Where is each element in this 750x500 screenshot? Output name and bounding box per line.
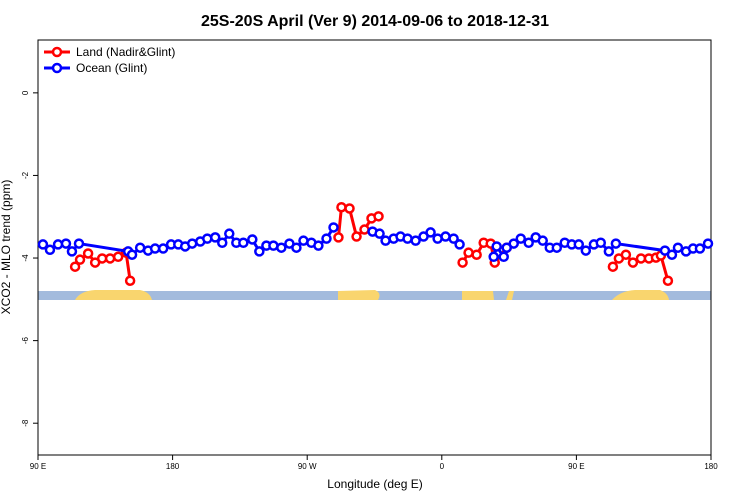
data-point xyxy=(336,201,347,213)
data-point xyxy=(44,244,56,256)
data-point xyxy=(238,237,249,249)
data-point xyxy=(662,275,674,286)
chart-title: 25S-20S April (Ver 9) 2014-09-06 to 2018… xyxy=(201,13,549,30)
y-tick-label: 0 xyxy=(21,90,30,95)
data-point xyxy=(425,227,436,238)
data-point xyxy=(66,246,78,257)
data-point xyxy=(595,237,607,249)
legend-label: Land (Nadir&Glint) xyxy=(76,45,175,59)
data-point xyxy=(374,228,385,239)
data-point xyxy=(471,249,482,260)
data-point xyxy=(291,242,302,253)
y-tick-label: -2 xyxy=(21,171,30,179)
data-point xyxy=(523,237,534,249)
data-point xyxy=(359,224,370,235)
legend-marker xyxy=(51,46,63,58)
data-point xyxy=(672,242,684,253)
data-point xyxy=(157,243,169,254)
data-point xyxy=(610,238,622,249)
data-point xyxy=(60,238,72,249)
data-point xyxy=(321,233,332,244)
data-point xyxy=(224,228,235,239)
x-tick-label: 180 xyxy=(704,462,718,471)
legend: Land (Nadir&Glint) Ocean (Glint) xyxy=(44,45,175,75)
data-point xyxy=(666,249,678,260)
data-point xyxy=(73,238,85,249)
legend-label: Ocean (Glint) xyxy=(76,61,147,75)
x-tick-label: 90 E xyxy=(30,462,46,471)
y-tick-label: -4 xyxy=(21,254,30,262)
data-point xyxy=(440,231,451,242)
data-point xyxy=(454,239,465,250)
data-point xyxy=(69,261,81,272)
x-tick-label: 90 W xyxy=(298,462,317,471)
data-point xyxy=(313,240,324,251)
data-point xyxy=(112,251,124,263)
data-point xyxy=(410,235,421,246)
data-point xyxy=(627,257,639,268)
data-point xyxy=(580,245,592,256)
data-point xyxy=(37,239,49,250)
legend-marker xyxy=(51,62,63,74)
data-point xyxy=(186,238,198,249)
data-point xyxy=(457,257,468,268)
y-axis-label: XCO2 - MLO trend (ppm) xyxy=(0,180,13,315)
data-point xyxy=(508,238,519,249)
data-point xyxy=(702,238,714,249)
data-point xyxy=(351,231,362,242)
data-point xyxy=(402,233,413,244)
data-point xyxy=(276,242,287,253)
data-point xyxy=(380,235,391,246)
data-point xyxy=(491,241,502,252)
data-point xyxy=(328,222,339,233)
data-point xyxy=(124,275,136,286)
data-point xyxy=(551,242,563,253)
data-point xyxy=(515,233,527,244)
data-point xyxy=(74,254,86,265)
data-point xyxy=(603,246,615,257)
data-point xyxy=(202,233,213,244)
y-tick-label: -6 xyxy=(21,337,30,345)
data-point xyxy=(344,203,355,214)
data-point xyxy=(607,261,619,272)
x-axis-label: Longitude (deg E) xyxy=(327,477,422,491)
data-point xyxy=(537,235,548,246)
y-tick-label: -8 xyxy=(21,419,30,427)
data-point xyxy=(82,248,94,259)
data-point xyxy=(373,211,384,222)
x-tick-label: 0 xyxy=(440,462,445,471)
data-point xyxy=(209,232,221,243)
data-point xyxy=(573,239,585,250)
data-point xyxy=(488,251,499,263)
data-point xyxy=(694,243,706,254)
data-point xyxy=(620,249,632,260)
data-point xyxy=(247,234,258,245)
land-ocean-strip xyxy=(38,290,711,300)
data-point xyxy=(498,251,509,263)
data-point xyxy=(149,243,161,254)
data-point xyxy=(333,232,344,243)
data-point xyxy=(254,246,265,257)
data-point xyxy=(104,253,116,264)
data-point xyxy=(463,247,474,258)
data-point xyxy=(448,233,459,244)
x-tick-label: 90 E xyxy=(568,462,584,471)
data-point xyxy=(217,237,228,249)
data-point xyxy=(126,249,138,260)
x-tick-label: 180 xyxy=(166,462,180,471)
